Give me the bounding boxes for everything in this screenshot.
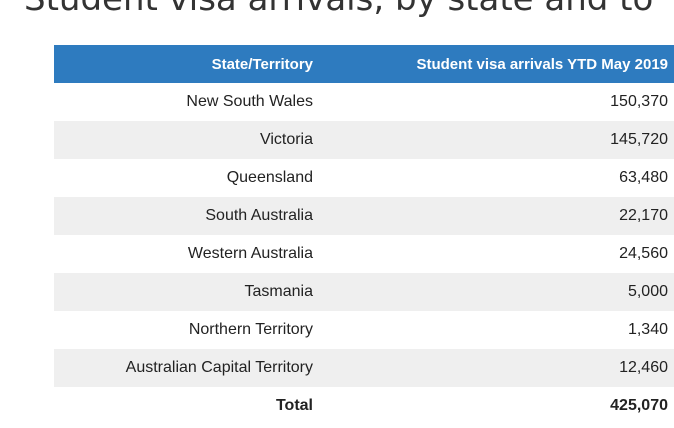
header-state: State/Territory: [54, 45, 319, 83]
value-cell: 150,370: [610, 93, 668, 110]
value-cell: 12,460: [319, 349, 674, 387]
value-cell: 145,720: [319, 121, 674, 159]
table-row: Queensland 63,480: [54, 159, 674, 197]
table-row: Australian Capital Territory 12,460: [54, 349, 674, 387]
total-value: 425,070: [319, 387, 674, 425]
value-cell: 22,170: [319, 197, 674, 235]
table-header-row: State/Territory Student visa arrivals YT…: [54, 45, 674, 83]
state-cell: Victoria: [54, 121, 319, 159]
total-label: Total: [54, 387, 319, 425]
value-cell: 5,000: [319, 273, 674, 311]
total-row: Total 425,070: [54, 387, 674, 425]
table-row: New South Wales 150,370: [54, 83, 674, 121]
value-cell: 63,480: [619, 169, 668, 186]
table-row: Victoria 145,720: [54, 121, 674, 159]
visa-arrivals-table: State/Territory Student visa arrivals YT…: [54, 45, 674, 425]
table-row: Northern Territory 1,340: [54, 311, 674, 349]
page-title: Student visa arrivals, by state and to: [24, 0, 653, 19]
state-cell: New South Wales: [186, 93, 313, 110]
state-cell: Tasmania: [54, 273, 319, 311]
table-row: South Australia 22,170: [54, 197, 674, 235]
value-cell: 1,340: [627, 321, 668, 338]
state-cell: Western Australia: [187, 245, 313, 262]
state-cell: Australian Capital Territory: [54, 349, 319, 387]
table-row: Western Australia 24,560: [54, 235, 674, 273]
state-cell: South Australia: [54, 197, 319, 235]
state-cell: Northern Territory: [188, 321, 313, 338]
value-cell: 24,560: [619, 245, 668, 262]
state-cell: Queensland: [226, 169, 313, 186]
table-row: Tasmania 5,000: [54, 273, 674, 311]
header-arrivals: Student visa arrivals YTD May 2019: [319, 45, 674, 83]
